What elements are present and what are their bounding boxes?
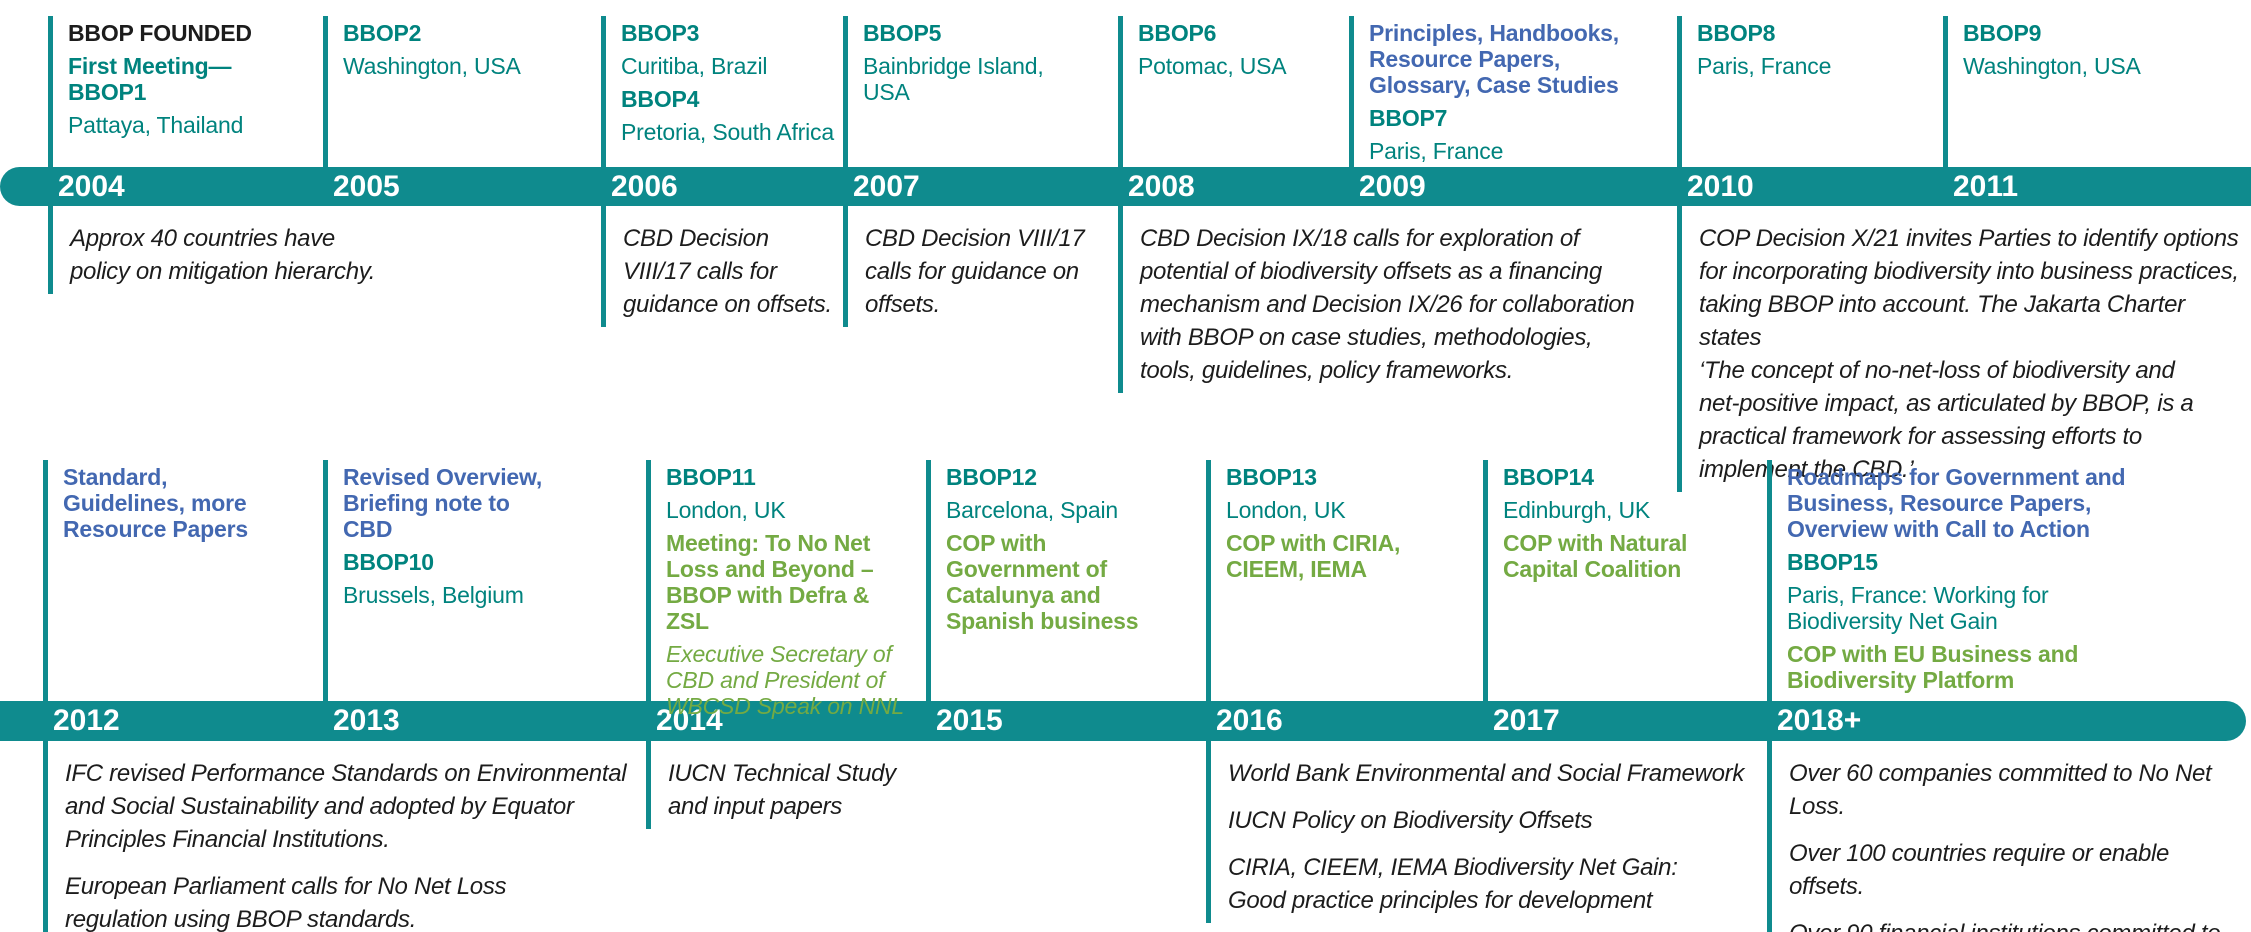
event-column-2013: Revised Overview, Briefing note to CBD BB… bbox=[323, 460, 633, 701]
event-block-2016-2: COP with CIRIA, CIEEM, IEMA bbox=[1226, 530, 1401, 582]
year-label-2004: 2004 bbox=[58, 170, 125, 203]
event-block-2017-2: COP with Natural Capital Coalition bbox=[1503, 530, 1688, 582]
event-block-2016-0: BBOP13 bbox=[1226, 464, 1317, 490]
note-paragraph-2018+-0: Over 60 companies committed to No Net Lo… bbox=[1789, 760, 2212, 820]
event-block-2015-2: COP with Government of Catalunya and Spa… bbox=[946, 530, 1139, 634]
note-paragraph-2018+-1: Over 100 countries require or enable off… bbox=[1789, 840, 2170, 900]
year-label-2014: 2014 bbox=[656, 704, 723, 737]
year-label-2005: 2005 bbox=[333, 170, 400, 203]
event-block-2007-0: BBOP5 bbox=[863, 20, 942, 46]
event-block-2018+-3: COP with EU Business and Biodiversity Pl… bbox=[1787, 641, 2079, 693]
event-column-2017: BBOP14 Edinburgh, UK COP with Natural Capi… bbox=[1483, 460, 1759, 701]
note-paragraph-2012-1: European Parliament calls for No Net Los… bbox=[65, 873, 507, 932]
event-column-2007: BBOP5 Bainbridge Island, USA bbox=[843, 16, 1103, 167]
event-column-2011: BBOP9 Washington, USA bbox=[1943, 16, 2243, 167]
event-block-2004-1: First Meeting— BBOP1 bbox=[68, 53, 232, 105]
note-2006: CBD Decision VIII/17 calls for guidance … bbox=[601, 206, 836, 327]
event-column-2016: BBOP13 London, UK COP with CIRIA, CIEEM, I… bbox=[1206, 460, 1474, 701]
event-block-2009-1: BBOP7 bbox=[1369, 105, 1448, 131]
event-block-2017-0: BBOP14 bbox=[1503, 464, 1594, 490]
event-block-2006-2: BBOP4 bbox=[621, 86, 700, 112]
note-2004: Approx 40 countries have policy on mitig… bbox=[48, 206, 478, 294]
event-block-2009-0: Principles, Handbooks, Resource Papers, … bbox=[1369, 20, 1619, 98]
note-paragraph-2016-2: CIRIA, CIEEM, IEMA Biodiversity Net Gain… bbox=[1228, 854, 1678, 914]
event-block-2006-0: BBOP3 bbox=[621, 20, 700, 46]
event-block-2016-1: London, UK bbox=[1226, 497, 1346, 523]
event-block-2011-1: Washington, USA bbox=[1963, 53, 2141, 79]
year-label-2018+: 2018+ bbox=[1777, 704, 1862, 737]
note-paragraph-2008-0: CBD Decision IX/18 calls for exploration… bbox=[1140, 225, 1635, 384]
event-block-2015-0: BBOP12 bbox=[946, 464, 1037, 490]
event-block-2006-3: Pretoria, South Africa bbox=[621, 119, 834, 145]
event-block-2018+-0: Roadmaps for Government and Business, Re… bbox=[1787, 464, 2126, 542]
event-block-2017-1: Edinburgh, UK bbox=[1503, 497, 1650, 523]
event-block-2009-2: Paris, France bbox=[1369, 138, 1504, 164]
event-block-2014-2: Meeting: To No Net Loss and Beyond – BBO… bbox=[666, 530, 874, 634]
year-label-2006: 2006 bbox=[611, 170, 678, 203]
event-block-2004-0: BBOP FOUNDED bbox=[68, 20, 252, 46]
note-paragraph-2007-0: CBD Decision VIII/17 calls for guidance … bbox=[865, 225, 1085, 318]
event-block-2007-1: Bainbridge Island, USA bbox=[863, 53, 1044, 105]
event-block-2006-1: Curitiba, Brazil bbox=[621, 53, 768, 79]
year-label-2013: 2013 bbox=[333, 704, 400, 737]
event-block-2015-1: Barcelona, Spain bbox=[946, 497, 1118, 523]
event-block-2012-0: Standard, Guidelines, more Resource Pape… bbox=[63, 464, 248, 542]
note-2014: IUCN Technical Study and input papers bbox=[646, 741, 976, 829]
note-2012: IFC revised Performance Standards on Env… bbox=[43, 741, 635, 932]
event-block-2005-0: BBOP2 bbox=[343, 20, 422, 46]
year-label-2009: 2009 bbox=[1359, 170, 1426, 203]
event-block-2010-1: Paris, France bbox=[1697, 53, 1832, 79]
note-paragraph-2010-0: COP Decision X/21 invites Parties to ide… bbox=[1699, 225, 2239, 483]
event-block-2013-0: Revised Overview, Briefing note to CBD bbox=[343, 464, 543, 542]
year-label-2012: 2012 bbox=[53, 704, 120, 737]
note-2010: COP Decision X/21 invites Parties to ide… bbox=[1677, 206, 2243, 492]
note-2008: CBD Decision IX/18 calls for exploration… bbox=[1118, 206, 1646, 393]
event-block-2004-2: Pattaya, Thailand bbox=[68, 112, 244, 138]
event-block-2013-1: BBOP10 bbox=[343, 549, 434, 575]
event-column-2015: BBOP12 Barcelona, Spain COP with Governmen… bbox=[926, 460, 1196, 701]
event-column-2004: BBOP FOUNDED First Meeting— BBOP1 Pattaya,… bbox=[48, 16, 313, 167]
note-paragraph-2004-0: Approx 40 countries have policy on mitig… bbox=[70, 225, 376, 285]
event-block-2014-3: Executive Secretary of CBD and President… bbox=[666, 641, 904, 719]
event-column-2014: BBOP11 London, UK Meeting: To No Net Loss … bbox=[646, 460, 918, 719]
event-block-2014-1: London, UK bbox=[666, 497, 786, 523]
event-column-2005: BBOP2 Washington, USA bbox=[323, 16, 593, 167]
event-column-2009: Principles, Handbooks, Resource Papers, … bbox=[1349, 16, 1674, 167]
note-paragraph-2006-0: CBD Decision VIII/17 calls for guidance … bbox=[623, 225, 832, 318]
note-2016: World Bank Environmental and Social Fram… bbox=[1206, 741, 1754, 923]
event-block-2018+-1: BBOP15 bbox=[1787, 549, 1878, 575]
year-label-2015: 2015 bbox=[936, 704, 1003, 737]
event-block-2008-0: BBOP6 bbox=[1138, 20, 1217, 46]
event-block-2018+-2: Paris, France: Working for Biodiversity … bbox=[1787, 582, 2049, 634]
event-block-2011-0: BBOP9 bbox=[1963, 20, 2042, 46]
note-2007: CBD Decision VIII/17 calls for guidance … bbox=[843, 206, 1105, 327]
event-block-2014-0: BBOP11 bbox=[666, 464, 756, 490]
year-label-2007: 2007 bbox=[853, 170, 920, 203]
note-paragraph-2012-0: IFC revised Performance Standards on Env… bbox=[65, 760, 627, 853]
event-column-2006: BBOP3 Curitiba, Brazil BBOP4 Pretoria, Sout… bbox=[601, 16, 851, 167]
timeline-bar-2004-2011 bbox=[0, 167, 2251, 206]
event-column-2018+: Roadmaps for Government and Business, Re… bbox=[1767, 460, 2245, 701]
event-block-2008-1: Potomac, USA bbox=[1138, 53, 1287, 79]
timeline-bar-2012-2018 bbox=[0, 701, 2246, 741]
event-block-2010-0: BBOP8 bbox=[1697, 20, 1776, 46]
event-column-2010: BBOP8 Paris, France bbox=[1677, 16, 1937, 167]
year-label-2016: 2016 bbox=[1216, 704, 1283, 737]
note-paragraph-2016-1: IUCN Policy on Biodiversity Offsets bbox=[1228, 807, 1593, 834]
event-column-2008: BBOP6 Potomac, USA bbox=[1118, 16, 1348, 167]
note-paragraph-2018+-2: Over 90 financial institutions committed… bbox=[1789, 917, 2247, 932]
year-label-2010: 2010 bbox=[1687, 170, 1754, 203]
year-label-2008: 2008 bbox=[1128, 170, 1195, 203]
year-label-2017: 2017 bbox=[1493, 704, 1560, 737]
year-label-2011: 2011 bbox=[1953, 170, 2019, 203]
event-block-2013-2: Brussels, Belgium bbox=[343, 582, 524, 608]
event-column-2012: Standard, Guidelines, more Resource Pape… bbox=[43, 460, 313, 701]
note-paragraph-2014-0: IUCN Technical Study and input papers bbox=[668, 760, 896, 820]
note-2018+: Over 60 companies committed to No Net Lo… bbox=[1767, 741, 2247, 932]
note-paragraph-2016-0: World Bank Environmental and Social Fram… bbox=[1228, 760, 1745, 787]
event-block-2005-1: Washington, USA bbox=[343, 53, 521, 79]
